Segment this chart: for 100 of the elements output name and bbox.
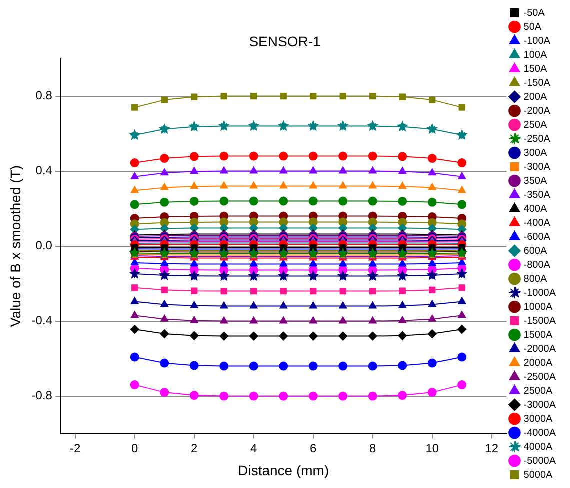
point	[160, 183, 169, 190]
point	[220, 152, 229, 161]
legend-label: 3000A	[524, 414, 553, 425]
point	[250, 182, 258, 189]
point	[160, 154, 170, 164]
legend-label: 50A	[524, 22, 542, 33]
point	[370, 92, 376, 100]
x-tick-label: 2	[191, 441, 198, 456]
point	[338, 332, 348, 341]
point	[190, 331, 199, 340]
legend-label: -100A	[524, 36, 551, 47]
point	[309, 260, 318, 267]
point	[190, 301, 198, 308]
legend-label: -3000A	[524, 400, 556, 411]
point	[132, 104, 138, 111]
point	[398, 152, 408, 162]
point	[368, 182, 377, 189]
point	[190, 182, 198, 190]
point	[250, 92, 258, 100]
legend-label: 1000A	[524, 302, 553, 313]
point	[130, 352, 140, 362]
y-tick-label: -0.4	[32, 314, 53, 328]
point	[220, 332, 229, 341]
point	[309, 302, 318, 309]
legend-label: -4000A	[524, 428, 556, 439]
point	[160, 314, 169, 322]
y-tick-label: 0.0	[36, 238, 53, 253]
point	[339, 302, 348, 309]
legend-label: -150A	[524, 78, 551, 89]
legend-label: -300A	[524, 162, 551, 173]
point	[398, 182, 407, 190]
point	[458, 380, 467, 390]
point	[161, 96, 168, 104]
point	[130, 186, 139, 194]
point	[191, 94, 198, 100]
point	[399, 288, 406, 294]
y-tick-label: 0.4	[36, 164, 53, 178]
point	[368, 332, 378, 341]
point	[309, 316, 318, 324]
point	[428, 183, 436, 190]
point	[190, 152, 199, 162]
legend-label: 200A	[524, 92, 548, 103]
point	[338, 362, 348, 371]
point	[279, 332, 288, 341]
point	[309, 182, 318, 189]
point	[398, 301, 407, 308]
legend-label: 150A	[524, 64, 548, 75]
point	[338, 392, 348, 401]
point	[191, 288, 198, 294]
point	[220, 392, 229, 401]
point	[249, 332, 258, 341]
point	[220, 92, 228, 100]
point	[160, 198, 170, 207]
point	[220, 316, 228, 324]
point	[161, 286, 168, 294]
point	[368, 302, 377, 309]
point	[310, 92, 317, 100]
point	[160, 259, 169, 266]
point	[160, 388, 170, 398]
point	[458, 200, 467, 210]
point	[249, 362, 258, 371]
point	[339, 182, 348, 189]
point	[279, 392, 288, 401]
point	[339, 166, 348, 174]
point	[279, 196, 288, 206]
point	[458, 325, 467, 334]
point	[220, 302, 228, 309]
legend-label: -5000A	[524, 456, 556, 467]
point	[398, 260, 407, 267]
legend-label: 100A	[524, 50, 548, 61]
point	[132, 284, 138, 292]
point	[370, 288, 376, 295]
point	[279, 152, 288, 161]
point	[428, 198, 437, 207]
point	[339, 316, 348, 324]
legend-label: 250A	[524, 120, 548, 131]
point	[339, 260, 348, 267]
x-tick-label: 0	[132, 441, 139, 456]
point	[308, 196, 318, 206]
x-tick-label: 10	[426, 441, 440, 456]
point	[340, 92, 346, 100]
point	[249, 196, 258, 206]
point	[280, 302, 288, 309]
point	[130, 380, 140, 390]
point	[340, 288, 346, 295]
point	[280, 92, 287, 100]
point	[458, 284, 466, 292]
point	[250, 166, 258, 174]
point	[130, 200, 140, 210]
x-tick-label: 8	[370, 441, 377, 456]
point	[398, 391, 408, 400]
legend-label: 400A	[524, 204, 548, 215]
y-axis-title: Value of B x smoothed (T)	[7, 166, 24, 328]
point	[220, 288, 228, 295]
point	[368, 166, 377, 174]
point	[280, 182, 288, 189]
point	[220, 196, 229, 206]
x-tick-label: 4	[250, 441, 258, 456]
point	[280, 288, 287, 295]
point	[190, 167, 198, 174]
